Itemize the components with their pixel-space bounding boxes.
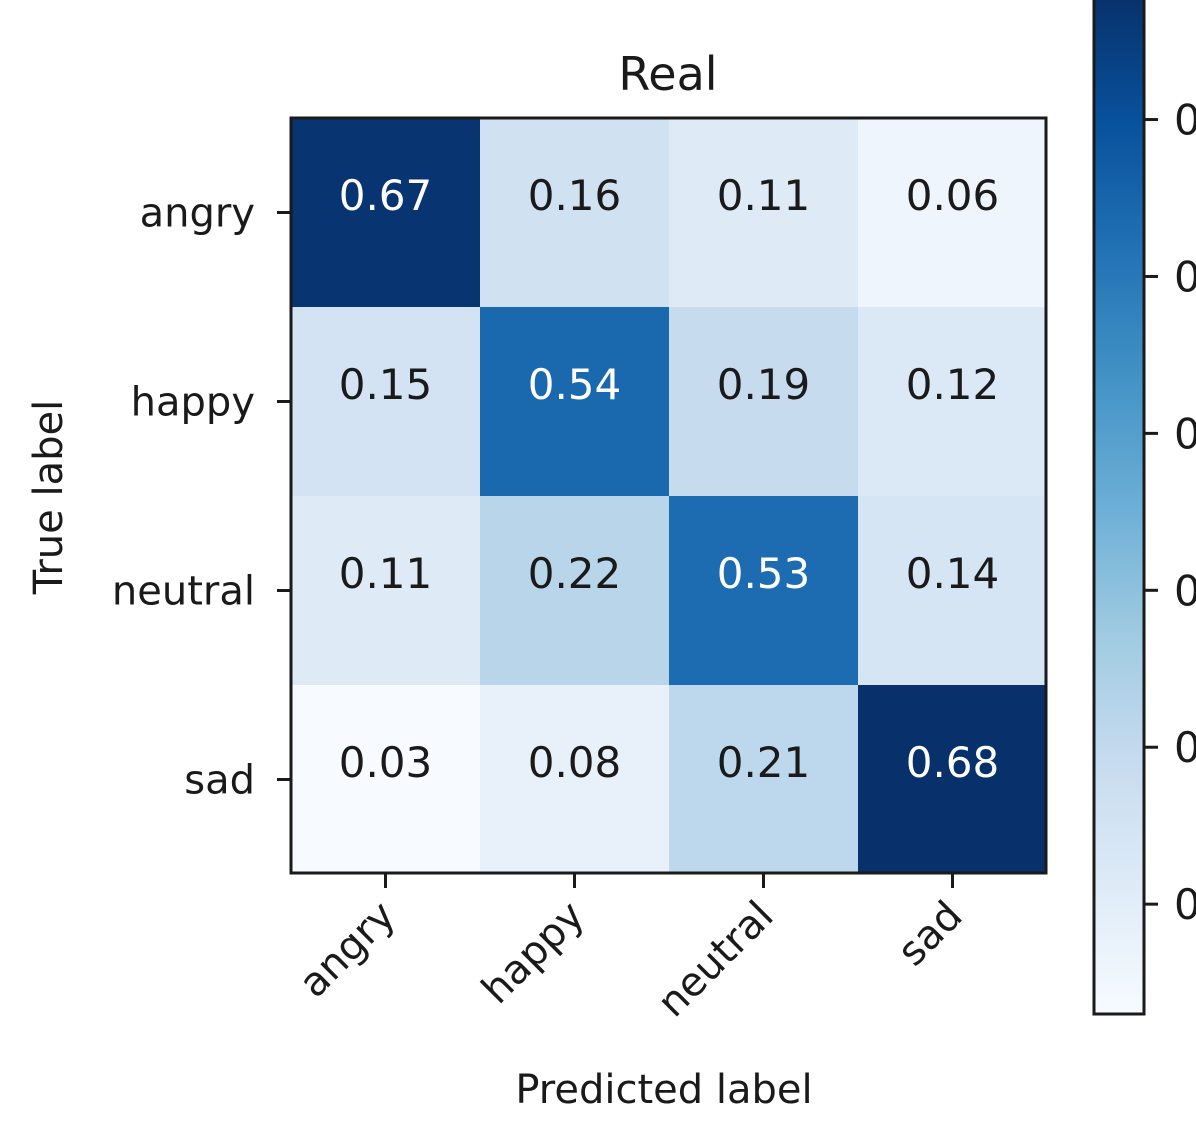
chart-title: Real — [618, 47, 717, 101]
heatmap-cell-label: 0.67 — [339, 171, 433, 220]
heatmap-cell-label: 0.22 — [528, 549, 622, 598]
colorbar-ticks: 0 0 0 0 0 0 — [1144, 96, 1196, 929]
heatmap-cell-neutral-neutral — [669, 496, 859, 686]
colorbar-tick-label: 0 — [1174, 409, 1196, 458]
heatmap-cell-label: 0.54 — [528, 360, 622, 409]
heatmap-cell-neutral-angry — [291, 496, 481, 686]
heatmap-cell-angry-neutral — [669, 118, 859, 308]
colorbar-tick-label: 0 — [1174, 880, 1196, 929]
y-axis-label: True label — [26, 400, 72, 595]
heatmap-cell-label: 0.08 — [528, 738, 622, 787]
heatmap-cell-label: 0.15 — [339, 360, 433, 409]
heatmap-cell-angry-happy — [480, 118, 670, 308]
heatmap-cell-label: 0.11 — [339, 549, 433, 598]
y-tick-label: sad — [184, 758, 255, 804]
heatmap-cell-sad-angry — [291, 685, 481, 875]
heatmap-cell-happy-sad — [858, 307, 1048, 497]
heatmap-cell-label: 0.12 — [906, 360, 1000, 409]
y-tick-label: angry — [140, 191, 255, 237]
x-axis-label: Predicted label — [515, 1067, 812, 1113]
y-tick-label: happy — [131, 380, 255, 426]
heatmap-cell-label: 0.53 — [717, 549, 811, 598]
heatmap-frame — [289, 116, 1048, 875]
y-tick-label: neutral — [112, 569, 255, 615]
heatmap-cell-label: 0.16 — [528, 171, 622, 220]
heatmap-cell-label: 0.19 — [717, 360, 811, 409]
heatmap-cell-angry-sad — [858, 118, 1048, 308]
colorbar — [1092, 0, 1146, 1016]
heatmap-cell-angry-angry — [291, 118, 481, 308]
y-axis-ticks: angry happy neutral sad — [112, 191, 291, 804]
x-tick-label: angry — [290, 893, 404, 1007]
heatmap-cell-neutral-sad — [858, 496, 1048, 686]
x-tick-label: happy — [473, 893, 593, 1013]
x-tick-label: sad — [889, 893, 972, 976]
heatmap-cells — [291, 118, 1048, 875]
x-tick-label: neutral — [649, 893, 783, 1027]
heatmap-cell-label: 0.11 — [717, 171, 811, 220]
heatmap-cell-sad-sad — [858, 685, 1048, 875]
heatmap-cell-label: 0.68 — [906, 738, 1000, 787]
heatmap-cell-label: 0.03 — [339, 738, 433, 787]
heatmap-cell-labels: 0.67 0.16 0.11 0.06 0.15 0.54 0.19 0.12 0.11 0.22… — [339, 171, 1000, 787]
heatmap-cell-sad-happy — [480, 685, 670, 875]
colorbar-tick-label: 0 — [1174, 723, 1196, 772]
heatmap-cell-happy-neutral — [669, 307, 859, 497]
x-axis-ticks: angry happy neutral sad — [290, 874, 972, 1027]
heatmap-cell-happy-happy — [480, 307, 670, 497]
colorbar-tick-label: 0 — [1174, 96, 1196, 145]
heatmap-cell-happy-angry — [291, 307, 481, 497]
heatmap-cell-sad-neutral — [669, 685, 859, 875]
colorbar-tick-label: 0 — [1174, 252, 1196, 301]
heatmap-cell-label: 0.21 — [717, 738, 811, 787]
heatmap-cell-label: 0.06 — [906, 171, 1000, 220]
heatmap-cell-label: 0.14 — [906, 549, 1000, 598]
colorbar-tick-label: 0 — [1174, 566, 1196, 615]
heatmap-cell-neutral-happy — [480, 496, 670, 686]
